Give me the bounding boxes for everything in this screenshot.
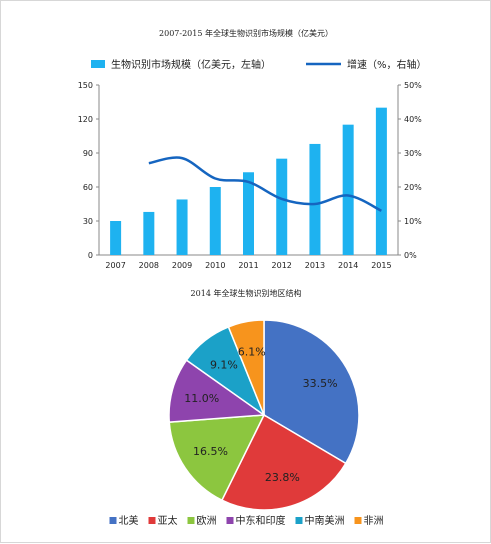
pie-legend-swatch [109,517,117,524]
pie-legend-item: 欧洲 [187,515,217,527]
bar-chart-legend: 生物识别市场规模（亿美元，左轴） 增速（%，右轴） [91,58,427,71]
legend-label-line: 增速（%，右轴） [347,58,427,71]
bar-2009 [176,199,188,255]
pie-legend-swatch [226,517,234,524]
x-tick-label: 2012 [272,261,292,270]
pie-legend-swatch [295,517,303,524]
pie-legend-swatch [187,517,195,524]
bar-2007 [110,221,122,255]
pie-value-labels: 33.5% 23.8% 16.5% 11.0% 9.1%6.1% [184,346,337,484]
pie-slice-非洲 [227,319,265,416]
left-tick-label: 0 [88,251,93,260]
pie-legend-item: 非洲 [354,515,384,527]
pie-legend-label: 中东和印度 [236,514,286,527]
pie-legend-label: 非洲 [364,515,384,527]
bar-2014 [342,124,354,256]
bar-2012 [276,158,288,255]
pie-slice-北美 [263,319,360,465]
right-tick-label: 0% [404,251,417,260]
pie-legend-label: 欧洲 [197,515,217,527]
x-tick-label: 2014 [338,261,358,270]
x-tick-label: 2008 [139,261,159,270]
right-tick-label: 40% [404,115,422,124]
left-tick-label: 120 [78,115,93,124]
bar-2010 [209,187,221,255]
pie-value-label: 6.1% [238,346,266,359]
left-tick-label: 150 [78,81,93,90]
pie-value-label: 11.0% [184,392,219,405]
x-tick-label: 2011 [238,261,258,270]
region-pie-chart: 2014 年全球生物识别地区结构 33.5% 23.8% 16.5% 11.0% 9.1… [109,288,384,527]
pie-chart-title: 2014 年全球生物识别地区结构 [191,288,302,298]
pie-legend-item: 中南美洲 [295,514,345,527]
pie-value-label: 23.8% [265,471,300,484]
bar-2013 [309,143,321,255]
pie-legend-label: 中南美洲 [305,514,345,527]
pie-legend: 北美 亚太 欧洲 中东和印度 中南美洲 非洲 [109,514,384,527]
pie-legend-item: 北美 [109,514,139,527]
left-tick-label: 90 [83,149,93,158]
growth-line-series [148,156,382,212]
growth-rate-line [148,156,382,212]
right-tick-label: 50% [404,81,422,90]
pie-legend-label: 亚太 [158,514,178,527]
left-tick-label: 60 [83,183,93,192]
pie-value-label: 33.5% [303,377,338,390]
x-tick-label: 2013 [305,261,325,270]
pie-legend-item: 中东和印度 [226,514,286,527]
pie-legend-swatch [148,517,156,524]
pie-slice-欧洲 [168,414,266,502]
right-tick-label: 10% [404,217,422,226]
pie-slice-中东和印度 [168,359,267,423]
pie-legend-swatch [354,517,362,524]
right-tick-label: 20% [404,183,422,192]
x-tick-label: 2007 [105,261,125,270]
left-tick-label: 30 [83,217,93,226]
bar-chart-title: 2007-2015 年全球生物识别市场规模（亿美元） [159,28,333,38]
bar-2011 [243,172,254,255]
x-tick-label: 2009 [172,261,192,270]
pie-value-label: 16.5% [193,445,228,458]
legend-swatch-bar [91,60,105,68]
pie-legend-label: 北美 [119,514,139,527]
x-tick-label: 2015 [371,261,391,270]
bar-series [110,107,387,256]
legend-label-bar: 生物识别市场规模（亿美元，左轴） [111,58,271,71]
market-size-chart: 2007-2015 年全球生物识别市场规模（亿美元） 生物识别市场规模（亿美元，… [78,28,427,270]
bar-2008 [143,211,155,255]
bar-chart-axes: 0 30 60 90 120 150 0% 10% 20% 30% 40% 50% 2007 2008 20… [78,81,422,270]
pie-slices [168,319,360,511]
right-tick-label: 30% [404,149,422,158]
pie-value-label: 9.1% [210,358,238,371]
x-tick-label: 2010 [205,261,225,270]
pie-legend-item: 亚太 [148,514,178,527]
bar-2015 [375,107,387,256]
